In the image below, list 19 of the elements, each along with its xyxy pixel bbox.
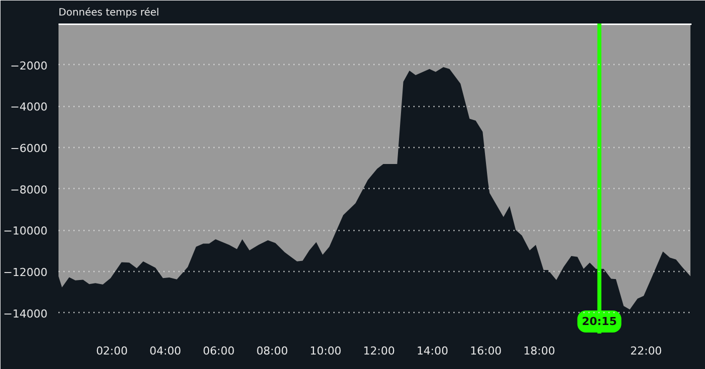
y-tick-label: −8000 [10, 183, 48, 196]
x-tick-label: 08:00 [256, 344, 288, 358]
y-tick-label: −6000 [10, 142, 48, 155]
x-tick-label: 02:00 [96, 344, 128, 358]
x-tick-label: 22:00 [630, 344, 662, 358]
y-tick-label: −4000 [10, 100, 48, 114]
ref-line-label: 20:15 [582, 315, 617, 328]
x-tick-label: 12:00 [363, 344, 395, 358]
x-tick-label: 16:00 [470, 344, 502, 358]
x-tick-label: 04:00 [149, 344, 182, 358]
x-tick-label: 06:00 [202, 344, 235, 358]
y-tick-label: −12000 [3, 266, 48, 279]
x-tick-label: 14:00 [416, 344, 448, 358]
y-tick-label: −14000 [3, 307, 48, 320]
chart-title: Données temps réel [58, 8, 160, 18]
y-tick-label: −10000 [3, 224, 48, 238]
x-tick-label: 18:00 [523, 344, 556, 358]
x-tick-label: 10:00 [310, 344, 342, 358]
y-tick-label: −2000 [10, 59, 48, 72]
